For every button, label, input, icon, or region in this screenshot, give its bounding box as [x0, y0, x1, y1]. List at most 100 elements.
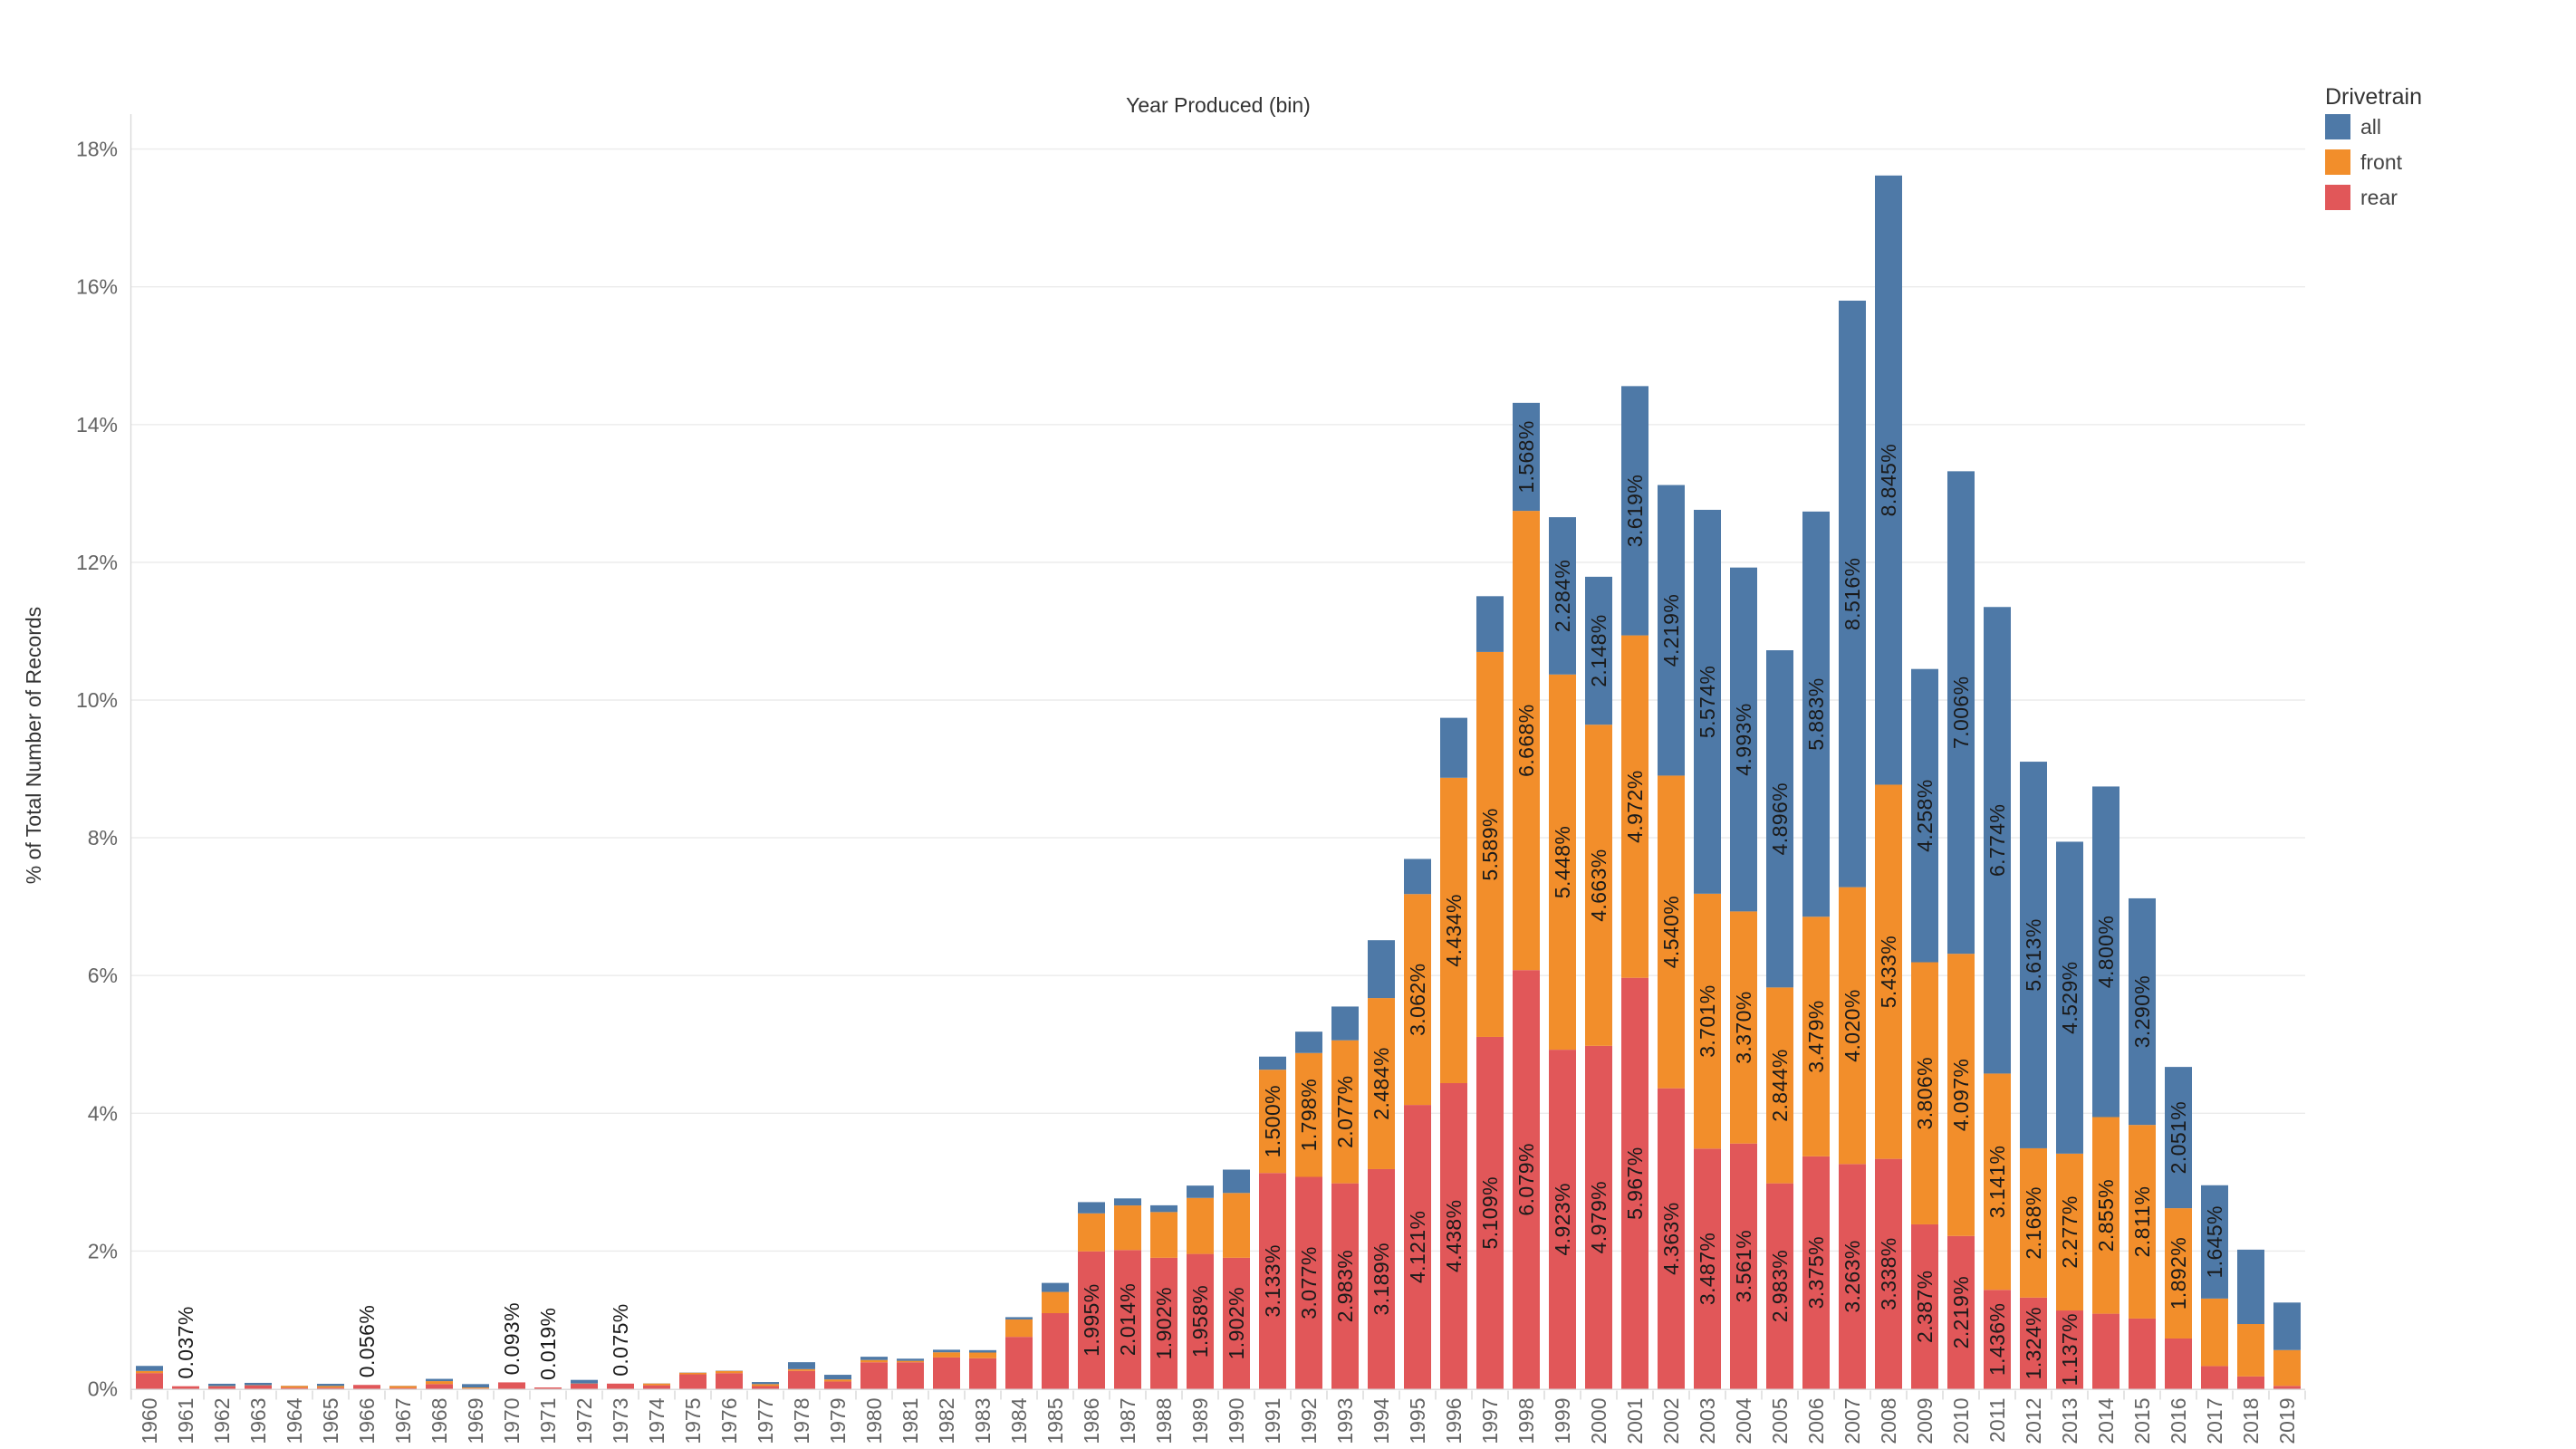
bar-segment-all-2001[interactable]	[1621, 386, 1648, 636]
bar-segment-rear-2014[interactable]	[2092, 1313, 2119, 1389]
bar-segment-front-1975[interactable]	[679, 1372, 706, 1375]
bar-segment-front-1969[interactable]	[462, 1387, 489, 1389]
bar-segment-all-2011[interactable]	[1984, 607, 2011, 1074]
bar-segment-rear-1963[interactable]	[245, 1385, 272, 1389]
bar-segment-rear-1960[interactable]	[136, 1373, 163, 1389]
bar-segment-rear-1962[interactable]	[208, 1386, 235, 1389]
bar-segment-front-2003[interactable]	[1694, 893, 1721, 1149]
bar-segment-all-1984[interactable]	[1005, 1317, 1033, 1319]
bar-segment-front-1965[interactable]	[317, 1386, 344, 1388]
bar-segment-front-1974[interactable]	[643, 1383, 670, 1386]
bar-segment-rear-1977[interactable]	[752, 1386, 779, 1389]
bar-segment-front-1982[interactable]	[933, 1352, 960, 1358]
bar-segment-all-2013[interactable]	[2056, 841, 2083, 1154]
bar-segment-rear-1973[interactable]	[607, 1383, 634, 1389]
bar-segment-front-2007[interactable]	[1839, 887, 1866, 1165]
bar-segment-all-2006[interactable]	[1802, 511, 1830, 917]
bar-segment-rear-1983[interactable]	[969, 1358, 996, 1389]
bar-segment-all-2018[interactable]	[2237, 1249, 2264, 1325]
bar-segment-rear-1974[interactable]	[643, 1385, 670, 1389]
bar-segment-rear-2001[interactable]	[1621, 977, 1648, 1389]
bar-segment-front-1983[interactable]	[969, 1352, 996, 1358]
bar-segment-front-1978[interactable]	[788, 1368, 815, 1371]
bar-segment-rear-2000[interactable]	[1585, 1045, 1612, 1389]
bar-segment-rear-2017[interactable]	[2201, 1366, 2228, 1389]
bar-segment-all-2014[interactable]	[2092, 786, 2119, 1118]
bar-segment-front-1988[interactable]	[1150, 1212, 1177, 1258]
bar-segment-rear-1992[interactable]	[1295, 1176, 1322, 1389]
bar-segment-front-2016[interactable]	[2165, 1208, 2192, 1339]
bar-segment-rear-1967[interactable]	[389, 1387, 417, 1389]
bar-segment-all-2019[interactable]	[2273, 1302, 2301, 1350]
bar-segment-rear-2006[interactable]	[1802, 1156, 1830, 1389]
bar-segment-front-1989[interactable]	[1187, 1197, 1214, 1254]
legend-item-front[interactable]: front	[2325, 149, 2552, 175]
bar-segment-all-2012[interactable]	[2020, 762, 2047, 1148]
bar-segment-all-1972[interactable]	[571, 1379, 598, 1384]
bar-segment-all-2008[interactable]	[1875, 175, 1902, 785]
bar-segment-all-2017[interactable]	[2201, 1185, 2228, 1299]
bar-segment-rear-2016[interactable]	[2165, 1338, 2192, 1389]
bar-segment-rear-1986[interactable]	[1078, 1251, 1105, 1389]
bar-segment-rear-1996[interactable]	[1440, 1082, 1467, 1389]
bar-segment-rear-2005[interactable]	[1766, 1183, 1793, 1389]
bar-segment-all-1981[interactable]	[897, 1358, 924, 1361]
bar-segment-all-1987[interactable]	[1114, 1198, 1141, 1206]
bar-segment-rear-1981[interactable]	[897, 1362, 924, 1389]
bar-segment-rear-2019[interactable]	[2273, 1386, 2301, 1389]
bar-segment-all-2010[interactable]	[1947, 471, 1975, 955]
bar-segment-front-2006[interactable]	[1802, 916, 1830, 1156]
bar-segment-front-1979[interactable]	[824, 1379, 851, 1382]
bar-segment-all-1965[interactable]	[317, 1384, 344, 1387]
legend-item-all[interactable]: all	[2325, 114, 2552, 139]
bar-segment-rear-1978[interactable]	[788, 1370, 815, 1389]
bar-segment-all-2002[interactable]	[1658, 485, 1685, 776]
bar-segment-rear-1997[interactable]	[1476, 1036, 1504, 1389]
bar-segment-front-1999[interactable]	[1549, 674, 1576, 1051]
bar-segment-front-1981[interactable]	[897, 1360, 924, 1363]
bar-segment-rear-1994[interactable]	[1368, 1168, 1395, 1389]
bar-segment-rear-2012[interactable]	[2020, 1297, 2047, 1389]
bar-segment-rear-2004[interactable]	[1730, 1143, 1757, 1389]
bar-segment-front-1991[interactable]	[1259, 1070, 1286, 1174]
bar-segment-rear-1989[interactable]	[1187, 1253, 1214, 1389]
bar-segment-rear-1998[interactable]	[1513, 970, 1540, 1389]
bar-segment-rear-2009[interactable]	[1911, 1223, 1938, 1389]
bar-segment-rear-1984[interactable]	[1005, 1337, 1033, 1389]
bar-segment-front-1967[interactable]	[389, 1386, 417, 1388]
bar-segment-front-2008[interactable]	[1875, 784, 1902, 1159]
bar-segment-rear-1987[interactable]	[1114, 1250, 1141, 1389]
bar-segment-all-2005[interactable]	[1766, 650, 1793, 988]
bar-segment-all-1986[interactable]	[1078, 1202, 1105, 1214]
bar-segment-front-1995[interactable]	[1404, 894, 1431, 1106]
bar-segment-all-1988[interactable]	[1150, 1204, 1177, 1213]
bar-segment-front-2010[interactable]	[1947, 954, 1975, 1236]
bar-segment-front-1986[interactable]	[1078, 1213, 1105, 1252]
bar-segment-front-1980[interactable]	[860, 1359, 888, 1363]
bar-segment-all-1983[interactable]	[969, 1349, 996, 1353]
bar-segment-all-1979[interactable]	[824, 1375, 851, 1380]
bar-segment-all-1995[interactable]	[1404, 859, 1431, 895]
bar-segment-rear-1975[interactable]	[679, 1374, 706, 1389]
bar-segment-front-1977[interactable]	[752, 1384, 779, 1387]
bar-segment-rear-2013[interactable]	[2056, 1310, 2083, 1389]
bar-segment-all-2003[interactable]	[1694, 509, 1721, 894]
bar-segment-front-2000[interactable]	[1585, 724, 1612, 1046]
bar-segment-front-2001[interactable]	[1621, 635, 1648, 978]
bar-segment-rear-1979[interactable]	[824, 1381, 851, 1389]
bar-segment-rear-1968[interactable]	[426, 1384, 453, 1389]
bar-segment-front-2018[interactable]	[2237, 1324, 2264, 1377]
bar-segment-front-2013[interactable]	[2056, 1153, 2083, 1311]
bar-segment-all-1985[interactable]	[1042, 1282, 1069, 1292]
bar-segment-all-1996[interactable]	[1440, 717, 1467, 778]
bar-segment-all-1991[interactable]	[1259, 1056, 1286, 1070]
bar-segment-front-1964[interactable]	[281, 1386, 308, 1388]
bar-segment-rear-2002[interactable]	[1658, 1088, 1685, 1389]
bar-segment-front-2009[interactable]	[1911, 962, 1938, 1224]
bar-segment-rear-1966[interactable]	[353, 1385, 380, 1389]
bar-segment-rear-2018[interactable]	[2237, 1376, 2264, 1389]
bar-segment-rear-1965[interactable]	[317, 1387, 344, 1389]
bar-segment-all-1980[interactable]	[860, 1357, 888, 1360]
bar-segment-all-1992[interactable]	[1295, 1032, 1322, 1053]
bar-segment-rear-1970[interactable]	[498, 1382, 525, 1389]
